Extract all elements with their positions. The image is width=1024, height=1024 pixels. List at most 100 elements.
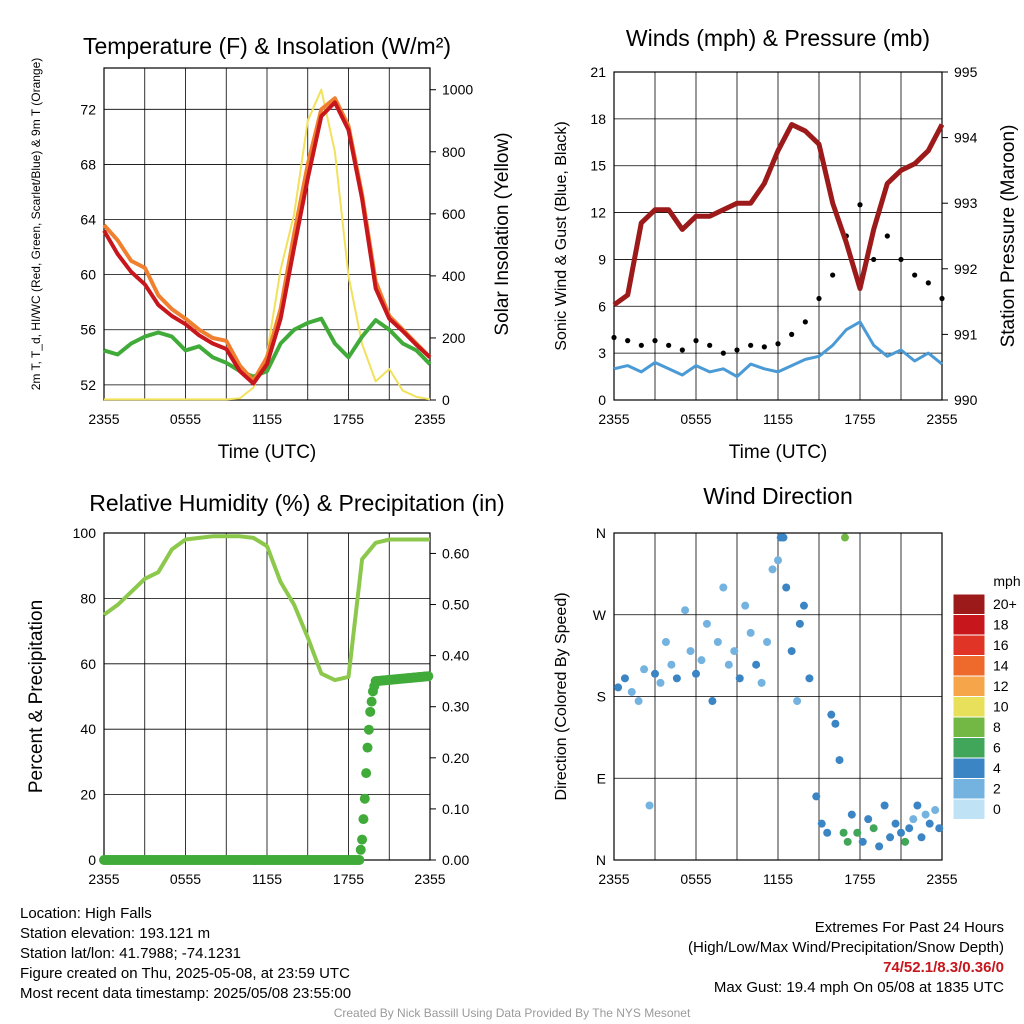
wind-direction-point xyxy=(897,828,905,837)
legend-swatch xyxy=(952,737,986,759)
y-tick-label-right: 1000 xyxy=(442,82,473,98)
y-tick-label: 12 xyxy=(590,205,606,221)
y-axis-label-left: Sonic Wind & Gust (Blue, Black) xyxy=(553,121,570,350)
wind-direction-point xyxy=(702,619,711,628)
gust-point xyxy=(830,272,836,278)
legend-swatch xyxy=(952,675,986,697)
x-tick-label: 1155 xyxy=(763,871,793,887)
series-line-0 xyxy=(102,100,432,386)
wind-direction-point xyxy=(741,601,750,610)
y-tick-label: 80 xyxy=(80,590,96,606)
y-tick-label-right: 400 xyxy=(442,268,466,284)
info-location: Location: High Falls xyxy=(20,905,152,922)
gust-point xyxy=(666,342,672,348)
chart-title: Temperature (F) & Insolation (W/m²) xyxy=(83,33,451,59)
y-axis-label-left: 2m T, T_d, HI/WC (Red, Green, Scarlet/Bl… xyxy=(29,58,43,391)
precip-point xyxy=(361,768,372,779)
legend-label: 12 xyxy=(993,678,1009,694)
legend-swatch xyxy=(952,634,986,656)
gust-point xyxy=(939,295,945,302)
info-latlon: Station lat/lon: 41.7988; -74.1231 xyxy=(20,945,242,962)
legend-swatch xyxy=(952,716,986,738)
wind-direction-point xyxy=(627,687,636,696)
legend-label: 8 xyxy=(993,719,1001,735)
y-tick-label: E xyxy=(597,770,606,786)
gust-point xyxy=(884,233,890,239)
legend-label: 14 xyxy=(993,658,1009,674)
y-tick-label: 56 xyxy=(80,322,96,338)
x-tick-label: 2355 xyxy=(598,871,629,887)
wind-direction-point xyxy=(713,638,722,646)
wind-direction-point xyxy=(757,678,766,687)
wind-direction-point xyxy=(875,842,884,851)
series-line-pressure xyxy=(612,122,945,307)
gust-point xyxy=(898,256,904,263)
gust-point xyxy=(625,338,631,344)
precip-point xyxy=(359,793,370,804)
y-tick-label-right: 0.00 xyxy=(442,852,469,868)
y-tick-label: 9 xyxy=(598,251,606,267)
wind-direction-point xyxy=(799,601,808,610)
gust-point xyxy=(912,272,918,278)
wind-direction-point xyxy=(640,665,649,674)
wind-direction-point xyxy=(672,674,681,683)
y-tick-label: 72 xyxy=(80,101,96,117)
legend-swatch xyxy=(952,798,986,820)
extremes-subtitle: (High/Low/Max Wind/Precipitation/Snow De… xyxy=(688,939,1004,956)
wind-direction-point xyxy=(823,828,832,837)
wind-direction-point xyxy=(835,756,844,765)
gust-point xyxy=(611,334,617,341)
x-axis-label: Time (UTC) xyxy=(729,442,828,463)
gust-point xyxy=(816,295,822,302)
x-tick-label: 1755 xyxy=(333,871,364,887)
wind-direction-point xyxy=(901,837,910,846)
wind-direction-point xyxy=(858,837,867,846)
y-tick-label-right: 0.50 xyxy=(442,597,469,613)
wind-direction-point xyxy=(921,810,930,819)
extremes-panel: Extremes For Past 24 Hours (High/Low/Max… xyxy=(688,918,1004,998)
x-axis-label: Time (UTC) xyxy=(218,442,317,463)
y-tick-label: 0 xyxy=(598,392,606,408)
wind-direction-point xyxy=(681,606,690,615)
info-created: Figure created on Thu, 2025-05-08, at 23… xyxy=(20,965,350,982)
wind-direction-point xyxy=(768,565,777,574)
wind-direction-point xyxy=(724,660,733,669)
wind-direction-point xyxy=(779,533,788,542)
legend-swatch xyxy=(952,593,986,615)
legend-label: 10 xyxy=(993,699,1009,715)
info-elevation: Station elevation: 193.121 m xyxy=(20,925,211,942)
x-tick-label: 2355 xyxy=(88,871,119,887)
gust-point xyxy=(679,347,685,353)
wind-direction-point xyxy=(931,806,940,815)
wind-direction-point xyxy=(787,647,796,656)
x-tick-label: 2355 xyxy=(414,411,445,427)
precip-point xyxy=(357,834,368,845)
y-tick-label: 3 xyxy=(598,345,606,361)
wind-direction-point xyxy=(697,656,706,665)
y-tick-label-right: 991 xyxy=(954,326,978,342)
wind-direction-point xyxy=(686,647,695,656)
wind-direction-point xyxy=(905,824,914,833)
wind-direction-point xyxy=(730,647,739,656)
precip-point xyxy=(363,724,374,735)
legend-swatch xyxy=(952,778,986,800)
precip-point xyxy=(358,814,369,825)
wind-direction-point xyxy=(645,801,654,810)
x-tick-label: 1755 xyxy=(333,411,364,427)
legend-label: 4 xyxy=(993,760,1001,776)
wind-direction-point xyxy=(913,801,922,810)
y-tick-label-right: 0.20 xyxy=(442,750,469,766)
wind-direction-point xyxy=(827,710,836,719)
y-tick-label-right: 995 xyxy=(954,64,978,80)
wind-direction-point xyxy=(812,792,821,801)
y-tick-label: 40 xyxy=(80,721,96,737)
series-line-2 xyxy=(103,316,432,379)
precip-point xyxy=(355,844,366,855)
y-tick-label-right: 0.40 xyxy=(442,648,469,664)
wind-direction-point xyxy=(917,833,926,842)
y-tick-label-right: 0.30 xyxy=(442,699,469,715)
wind-direction-point xyxy=(661,638,670,646)
y-tick-label-right: 800 xyxy=(442,144,466,160)
x-tick-label: 2355 xyxy=(926,871,957,887)
wind-direction-point xyxy=(763,638,772,646)
